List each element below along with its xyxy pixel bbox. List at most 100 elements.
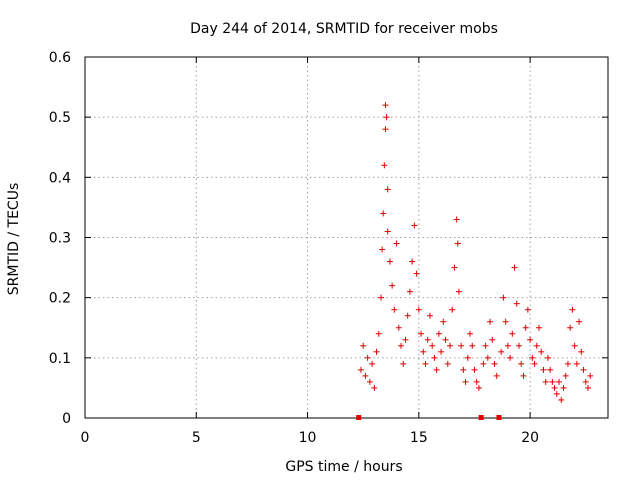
data-point (375, 330, 382, 337)
data-points (356, 102, 594, 420)
y-tick-label: 0.1 (49, 351, 71, 367)
data-point (558, 396, 565, 403)
x-tick-label: 15 (410, 430, 428, 446)
data-point (520, 372, 527, 379)
data-point (582, 378, 589, 385)
data-point (551, 384, 558, 391)
data-point (504, 342, 511, 349)
data-point (449, 306, 456, 313)
data-point (386, 258, 393, 265)
data-point (420, 348, 427, 355)
data-point (571, 342, 578, 349)
data-point (422, 360, 429, 367)
data-point (467, 330, 474, 337)
data-point (542, 378, 549, 385)
data-point (487, 318, 494, 325)
data-point (500, 294, 507, 301)
data-point (567, 324, 574, 331)
data-point (584, 384, 591, 391)
data-point (377, 294, 384, 301)
data-point (518, 360, 525, 367)
data-point (404, 312, 411, 319)
data-point (389, 282, 396, 289)
data-point (364, 354, 371, 361)
data-point (380, 210, 387, 217)
data-point (536, 324, 543, 331)
data-point (455, 288, 462, 295)
data-point (529, 354, 536, 361)
data-point (429, 342, 436, 349)
data-point (564, 360, 571, 367)
x-tick-label: 10 (299, 430, 317, 446)
data-point (587, 372, 594, 379)
data-point (498, 348, 505, 355)
data-point (513, 300, 520, 307)
data-point (560, 384, 567, 391)
data-point (402, 336, 409, 343)
data-point (556, 378, 563, 385)
data-point (382, 102, 389, 109)
data-point (484, 354, 491, 361)
data-point (453, 216, 460, 223)
data-point (471, 366, 478, 373)
data-point (522, 324, 529, 331)
data-point (511, 264, 518, 271)
data-point (573, 360, 580, 367)
data-point (473, 378, 480, 385)
data-point (527, 336, 534, 343)
data-point (442, 336, 449, 343)
data-point (515, 342, 522, 349)
data-point (576, 318, 583, 325)
data-point (493, 372, 500, 379)
data-point (366, 378, 373, 385)
data-point (357, 366, 364, 373)
data-point (458, 342, 465, 349)
zero-marker (496, 415, 502, 420)
data-point (362, 372, 369, 379)
data-point (553, 390, 560, 397)
data-point (469, 342, 476, 349)
data-point (475, 384, 482, 391)
data-point (531, 360, 538, 367)
plot-frame (84, 56, 609, 419)
data-point (371, 384, 378, 391)
data-point (424, 336, 431, 343)
data-point (395, 324, 402, 331)
y-axis-label: SRMTID / TECUs (6, 183, 22, 296)
data-point (451, 264, 458, 271)
data-point (482, 342, 489, 349)
data-point (580, 366, 587, 373)
zero-marker (356, 415, 362, 420)
data-point (384, 228, 391, 235)
grid-lines (85, 57, 608, 418)
data-point (533, 342, 540, 349)
data-point (369, 360, 376, 367)
data-point (379, 246, 386, 253)
data-point (454, 240, 461, 247)
data-point (489, 336, 496, 343)
x-tick-label: 5 (192, 430, 201, 446)
y-tick-label: 0.6 (49, 50, 71, 66)
y-tick-label: 0.3 (49, 231, 71, 247)
data-point (435, 330, 442, 337)
data-point (507, 354, 514, 361)
data-point (409, 258, 416, 265)
data-point (400, 360, 407, 367)
data-point (444, 360, 451, 367)
data-point (562, 372, 569, 379)
data-point (569, 306, 576, 313)
data-point (538, 348, 545, 355)
y-tick-label: 0.4 (49, 170, 71, 186)
data-point (382, 126, 389, 133)
data-point (578, 348, 585, 355)
x-axis-label: GPS time / hours (285, 459, 402, 475)
x-tick-label: 20 (521, 430, 539, 446)
data-point (446, 342, 453, 349)
zero-marker (478, 415, 484, 420)
data-point (540, 366, 547, 373)
chart-title: Day 244 of 2014, SRMTID for receiver mob… (190, 21, 498, 37)
data-point (547, 366, 554, 373)
data-point (418, 330, 425, 337)
data-point (381, 162, 388, 169)
